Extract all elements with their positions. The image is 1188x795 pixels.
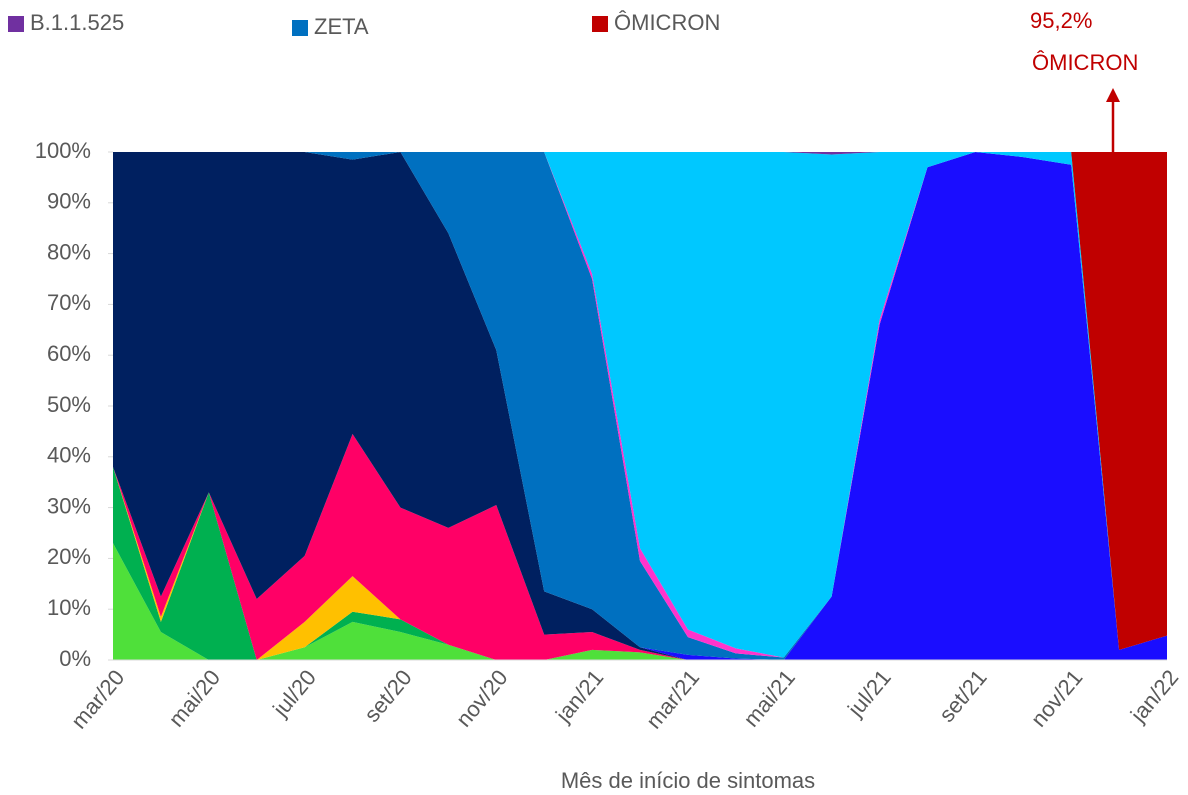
x-tick-label: jan/22 — [1125, 665, 1183, 728]
area — [113, 543, 1167, 660]
x-tick-label: mai/20 — [163, 665, 225, 732]
y-tick-label: 0% — [59, 646, 91, 671]
annotation-arrowhead — [1106, 88, 1120, 102]
x-tick-label: jul/21 — [842, 665, 896, 722]
area — [113, 152, 1167, 660]
y-tick-label: 60% — [47, 341, 91, 366]
y-tick-label: 50% — [47, 392, 91, 417]
area — [113, 152, 1167, 660]
x-tick-label: set/21 — [934, 665, 992, 727]
y-tick-label: 20% — [47, 544, 91, 569]
x-tick-label: mai/21 — [738, 665, 800, 732]
legend-item: ÔMICRON — [592, 10, 720, 35]
y-tick-label: 10% — [47, 595, 91, 620]
area — [113, 466, 1167, 660]
legend-item: B.1.1.525 — [8, 10, 124, 35]
area — [113, 433, 1167, 660]
y-tick-label: 90% — [47, 189, 91, 214]
y-tick-label: 80% — [47, 239, 91, 264]
x-tick-label: nov/21 — [1026, 665, 1088, 732]
y-tick-label: 30% — [47, 493, 91, 518]
legend-swatch — [592, 16, 608, 32]
x-tick-label: jan/21 — [550, 665, 608, 728]
legend-swatch — [292, 20, 308, 36]
x-tick-label: set/20 — [359, 665, 417, 727]
y-tick-label: 70% — [47, 290, 91, 315]
x-tick-label: mar/20 — [66, 665, 129, 734]
x-tick-label: nov/20 — [451, 665, 513, 732]
area — [113, 152, 1167, 658]
area — [113, 466, 1167, 660]
x-axis-label: Mês de início de sintomas — [561, 768, 815, 793]
area — [113, 152, 1167, 658]
legend-label: ÔMICRON — [614, 10, 720, 35]
legend-label: B.1.1.525 — [30, 10, 124, 35]
y-tick-label: 40% — [47, 443, 91, 468]
x-tick-label: mar/21 — [641, 665, 704, 734]
annotation-text: ÔMICRON — [1032, 50, 1138, 75]
annotation-value: 95,2% — [1030, 8, 1092, 33]
legend-swatch — [8, 16, 24, 32]
legend-item: ZETA — [292, 14, 369, 39]
legend-label: ZETA — [314, 14, 369, 39]
y-tick-label: 100% — [35, 138, 91, 163]
x-tick-label: jul/20 — [267, 665, 321, 722]
